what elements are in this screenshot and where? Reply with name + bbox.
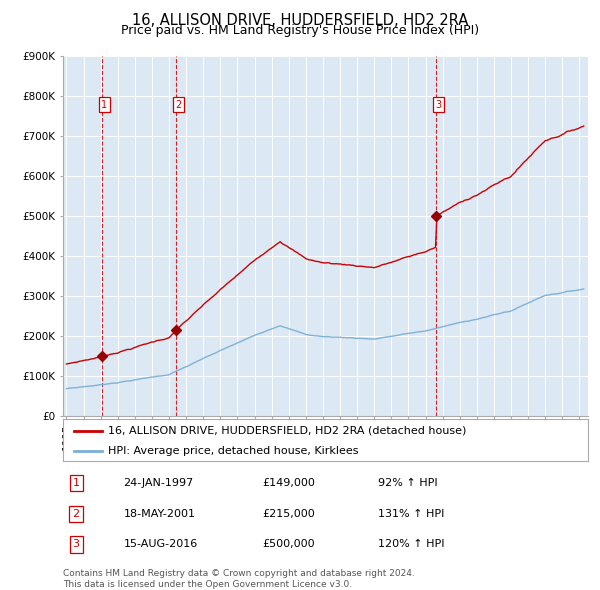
Text: 24-JAN-1997: 24-JAN-1997: [124, 478, 194, 488]
Text: 1: 1: [101, 100, 107, 110]
Text: 3: 3: [73, 539, 80, 549]
Text: Contains HM Land Registry data © Crown copyright and database right 2024.
This d: Contains HM Land Registry data © Crown c…: [63, 569, 415, 589]
Text: £500,000: £500,000: [263, 539, 315, 549]
Text: 2: 2: [175, 100, 181, 110]
Text: 15-AUG-2016: 15-AUG-2016: [124, 539, 197, 549]
Text: HPI: Average price, detached house, Kirklees: HPI: Average price, detached house, Kirk…: [107, 446, 358, 455]
Text: 18-MAY-2001: 18-MAY-2001: [124, 509, 196, 519]
Text: 2: 2: [73, 509, 80, 519]
Text: 120% ↑ HPI: 120% ↑ HPI: [378, 539, 445, 549]
Text: 3: 3: [436, 100, 442, 110]
Text: 16, ALLISON DRIVE, HUDDERSFIELD, HD2 2RA (detached house): 16, ALLISON DRIVE, HUDDERSFIELD, HD2 2RA…: [107, 426, 466, 436]
Text: 131% ↑ HPI: 131% ↑ HPI: [378, 509, 445, 519]
Text: Price paid vs. HM Land Registry's House Price Index (HPI): Price paid vs. HM Land Registry's House …: [121, 24, 479, 37]
Text: 1: 1: [73, 478, 80, 488]
Text: £149,000: £149,000: [263, 478, 316, 488]
Text: 16, ALLISON DRIVE, HUDDERSFIELD, HD2 2RA: 16, ALLISON DRIVE, HUDDERSFIELD, HD2 2RA: [132, 13, 468, 28]
Text: £215,000: £215,000: [263, 509, 315, 519]
Text: 92% ↑ HPI: 92% ↑ HPI: [378, 478, 437, 488]
